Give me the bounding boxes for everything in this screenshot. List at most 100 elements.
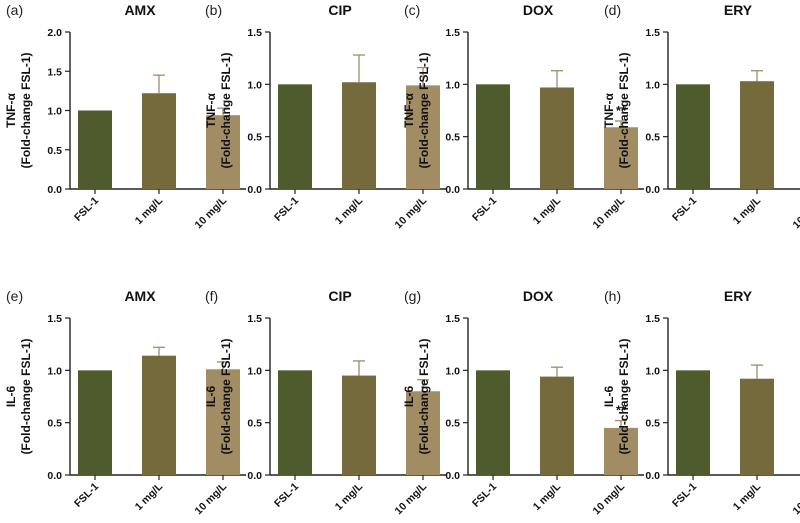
y-axis-label-line: (Fold-change FSL-1): [417, 53, 431, 169]
panel-title: CIP: [328, 2, 351, 18]
y-axis-label-line: IL-6: [402, 386, 416, 408]
x-tick-label: FSL-1: [72, 195, 101, 224]
x-tick-label: FSL-1: [470, 481, 499, 510]
bar: [142, 93, 176, 189]
y-tick-label: 1.0: [247, 365, 262, 377]
panel-letter: (d): [604, 2, 621, 18]
x-tick-label: 10 mg/L: [791, 480, 800, 517]
bar: [342, 375, 376, 475]
y-tick-label: 0.0: [247, 184, 262, 196]
y-tick-label: 0.0: [47, 470, 62, 482]
y-axis-label-line: TNF-α: [204, 93, 218, 128]
y-tick-label: 1.0: [47, 365, 62, 377]
y-tick-label: 1.0: [445, 365, 460, 377]
significance-marker: **: [616, 403, 627, 418]
y-tick-label: 0.0: [645, 470, 660, 482]
y-axis-label: IL-6(Fold-change FSL-1): [402, 339, 431, 455]
y-tick-label: 1.5: [47, 313, 62, 325]
y-axis-label-line: (Fold-change FSL-1): [617, 53, 631, 169]
y-tick-label: 1.5: [645, 27, 660, 39]
y-tick-label: 1.5: [445, 313, 460, 325]
y-axis-label-line: IL-6: [602, 386, 616, 408]
y-tick-label: 1.5: [645, 313, 660, 325]
y-tick-label: 0.0: [47, 184, 62, 196]
y-tick-label: 1.0: [645, 79, 660, 91]
bar: [142, 355, 176, 475]
bar: [476, 84, 510, 189]
y-tick-label: 0.0: [645, 184, 660, 196]
bar: [476, 370, 510, 475]
y-axis-label-line: IL-6: [204, 386, 218, 408]
x-tick-label: 10 mg/L: [591, 194, 628, 231]
bar: [540, 376, 574, 475]
y-axis-label-line: (Fold-change FSL-1): [19, 53, 33, 169]
y-tick-label: 1.0: [47, 106, 62, 118]
y-tick-label: 1.5: [445, 27, 460, 39]
y-axis-label-line: TNF-α: [402, 93, 416, 128]
y-tick-label: 0.0: [445, 184, 460, 196]
x-tick-label: 1 mg/L: [731, 194, 764, 227]
bar: [676, 370, 710, 475]
x-tick-label: FSL-1: [670, 195, 699, 224]
y-tick-label: 1.0: [247, 79, 262, 91]
y-axis-label: TNF-α(Fold-change FSL-1): [4, 53, 33, 169]
x-tick-label: 1 mg/L: [531, 480, 564, 513]
bar: [406, 391, 440, 475]
y-axis-label-line: (Fold-change FSL-1): [219, 339, 233, 455]
bar: [278, 370, 312, 475]
y-axis-label: TNF-α(Fold-change FSL-1): [204, 53, 233, 169]
y-tick-label: 2.0: [47, 27, 62, 39]
y-axis-label-line: (Fold-change FSL-1): [417, 339, 431, 455]
bar: [406, 85, 440, 189]
y-axis-label: TNF-α(Fold-change FSL-1): [402, 53, 431, 169]
y-axis-label: IL-6(Fold-change FSL-1): [602, 339, 631, 455]
bar: [740, 81, 774, 189]
y-tick-label: 0.0: [445, 470, 460, 482]
y-tick-label: 0.5: [247, 418, 262, 430]
panel-letter: (a): [6, 2, 23, 18]
y-tick-label: 1.5: [47, 66, 62, 78]
bar: [78, 370, 112, 475]
y-axis-label: TNF-α(Fold-change FSL-1): [602, 53, 631, 169]
y-tick-label: 0.5: [247, 132, 262, 144]
panel-letter: (b): [205, 2, 222, 18]
bar: [78, 110, 112, 189]
bar: [604, 127, 638, 189]
x-tick-label: FSL-1: [272, 195, 301, 224]
y-tick-label: 0.5: [445, 132, 460, 144]
x-tick-label: 10 mg/L: [591, 480, 628, 517]
y-tick-label: 1.5: [247, 27, 262, 39]
panel-letter: (h): [604, 288, 621, 304]
x-tick-label: FSL-1: [470, 195, 499, 224]
panel-title: AMX: [124, 288, 156, 304]
panel-d: (d) ERY TNF-α(Fold-change FSL-1) 0.0 0.5 1.0 1…: [602, 2, 800, 231]
bar: [740, 378, 774, 475]
bar: [540, 87, 574, 189]
panel-title: DOX: [523, 2, 554, 18]
y-tick-label: 1.5: [247, 313, 262, 325]
x-tick-label: 10 mg/L: [193, 194, 230, 231]
x-tick-label: FSL-1: [670, 481, 699, 510]
y-tick-label: 0.0: [247, 470, 262, 482]
y-tick-label: 0.5: [645, 418, 660, 430]
x-tick-label: 10 mg/L: [393, 194, 430, 231]
significance-marker: **: [616, 103, 627, 118]
x-tick-label: FSL-1: [72, 481, 101, 510]
x-tick-label: 1 mg/L: [333, 480, 366, 513]
y-axis-label: IL-6(Fold-change FSL-1): [4, 339, 33, 455]
panel-title: AMX: [124, 2, 156, 18]
panel-h: (h) ERY IL-6(Fold-change FSL-1) 0.0 0.5 1.0 1.…: [602, 288, 800, 517]
x-tick-label: 10 mg/L: [393, 480, 430, 517]
x-tick-label: 1 mg/L: [133, 194, 166, 227]
x-tick-label: 1 mg/L: [731, 480, 764, 513]
y-axis-label-line: TNF-α: [4, 93, 18, 128]
panel-letter: (g): [404, 288, 421, 304]
y-axis-label-line: TNF-α: [602, 93, 616, 128]
y-tick-label: 1.0: [645, 365, 660, 377]
y-axis-label: IL-6(Fold-change FSL-1): [204, 339, 233, 455]
x-tick-label: FSL-1: [272, 481, 301, 510]
x-tick-label: 1 mg/L: [133, 480, 166, 513]
y-axis-label-line: IL-6: [4, 386, 18, 408]
